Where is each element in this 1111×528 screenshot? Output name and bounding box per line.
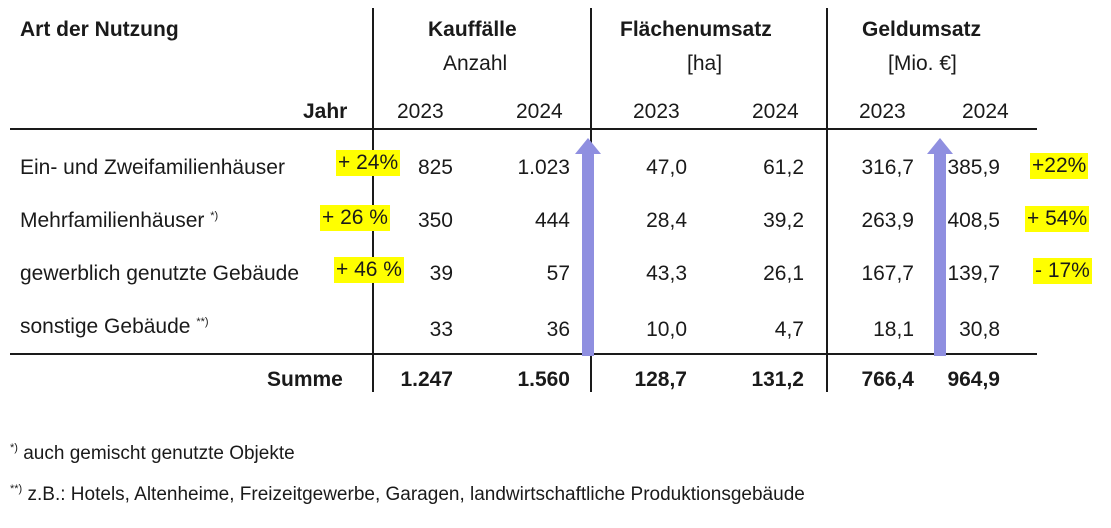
year-kauffaelle-2023: 2023 — [397, 100, 444, 123]
column-divider — [372, 8, 374, 392]
cell-value: 167,7 — [861, 262, 914, 285]
group-unit-kauffaelle: Anzahl — [443, 52, 508, 75]
year-geld-2023: 2023 — [859, 100, 906, 123]
row-label-text: gewerblich genutzte Gebäude — [20, 262, 300, 285]
cell-value: 10,0 — [646, 318, 687, 341]
column-header-usage: Art der Nutzung — [20, 18, 179, 41]
footnote: *) auch gemischt genutzte Objekte — [10, 442, 295, 465]
change-highlight: + 46 % — [334, 257, 404, 283]
total-divider — [10, 353, 1037, 355]
cell-value: 33 — [429, 318, 453, 341]
year-kauffaelle-2024: 2024 — [516, 100, 563, 123]
up-arrow-shape — [927, 138, 953, 356]
total-value: 964,9 — [947, 368, 1000, 391]
change-highlight: + 24% — [336, 150, 401, 176]
row-label: sonstige Gebäude **) — [20, 315, 209, 339]
group-unit-flaechenumsatz: [ha] — [687, 52, 723, 75]
cell-value: 350 — [417, 209, 453, 232]
cell-value: 825 — [417, 156, 453, 179]
cell-value: 444 — [534, 209, 570, 232]
cell-value: 4,7 — [774, 318, 804, 341]
group-title-geldumsatz: Geldumsatz — [862, 18, 982, 41]
row-label-text: Ein- und Zweifamilienhäuser — [20, 156, 285, 179]
cell-value: 139,7 — [947, 262, 1000, 285]
change-highlight: + 54% — [1025, 206, 1090, 232]
cell-value: 18,1 — [873, 318, 914, 341]
year-geld-2024: 2024 — [962, 100, 1009, 123]
cell-value: 39,2 — [763, 209, 804, 232]
total-label: Summe — [267, 368, 343, 391]
total-value: 128,7 — [634, 368, 687, 391]
footnote-text: auch gemischt genutzte Objekte — [23, 443, 295, 464]
up-arrow-icon — [927, 138, 953, 356]
up-arrow-shape — [575, 138, 601, 356]
total-value: 131,2 — [751, 368, 804, 391]
total-value: 1.560 — [517, 368, 570, 391]
cell-value: 316,7 — [861, 156, 914, 179]
change-highlight: - 17% — [1033, 258, 1092, 284]
row-label: gewerblich genutzte Gebäude — [20, 262, 299, 286]
up-arrow-icon — [575, 138, 601, 356]
cell-value: 43,3 — [646, 262, 687, 285]
column-divider — [826, 8, 828, 392]
cell-value: 30,8 — [959, 318, 1000, 341]
cell-value: 26,1 — [763, 262, 804, 285]
total-value: 1.247 — [400, 368, 453, 391]
change-highlight: +22% — [1030, 153, 1089, 179]
cell-value: 28,4 — [646, 209, 687, 232]
total-value: 766,4 — [861, 368, 914, 391]
cell-value: 1.023 — [517, 156, 570, 179]
row-label-text: Mehrfamilienhäuser — [20, 209, 205, 232]
change-highlight: + 26 % — [320, 205, 390, 231]
header-divider — [10, 128, 1037, 130]
row-label: Mehrfamilienhäuser *) — [20, 209, 218, 233]
year-flaeche-2023: 2023 — [633, 100, 680, 123]
row-label-text: sonstige Gebäude — [20, 315, 191, 338]
year-flaeche-2024: 2024 — [752, 100, 799, 123]
group-unit-geldumsatz: [Mio. €] — [888, 52, 957, 75]
row-label: Ein- und Zweifamilienhäuser — [20, 156, 285, 180]
footnote-marker: *) — [210, 210, 219, 222]
group-title-kauffaelle: Kauffälle — [428, 18, 517, 41]
cell-value: 263,9 — [861, 209, 914, 232]
footnote-marker: *) — [10, 442, 18, 454]
footnote-marker: **) — [196, 316, 209, 328]
cell-value: 61,2 — [763, 156, 804, 179]
cell-value: 36 — [546, 318, 570, 341]
footnote-marker: **) — [10, 483, 23, 495]
footnote-text: z.B.: Hotels, Altenheime, Freizeitgewerb… — [27, 484, 805, 505]
cell-value: 408,5 — [947, 209, 1000, 232]
cell-value: 57 — [546, 262, 570, 285]
cell-value: 47,0 — [646, 156, 687, 179]
footnote: **) z.B.: Hotels, Altenheime, Freizeitge… — [10, 483, 805, 506]
cell-value: 39 — [429, 262, 453, 285]
group-title-flaechenumsatz: Flächenumsatz — [620, 18, 772, 41]
year-label: Jahr — [303, 100, 348, 123]
cell-value: 385,9 — [947, 156, 1000, 179]
